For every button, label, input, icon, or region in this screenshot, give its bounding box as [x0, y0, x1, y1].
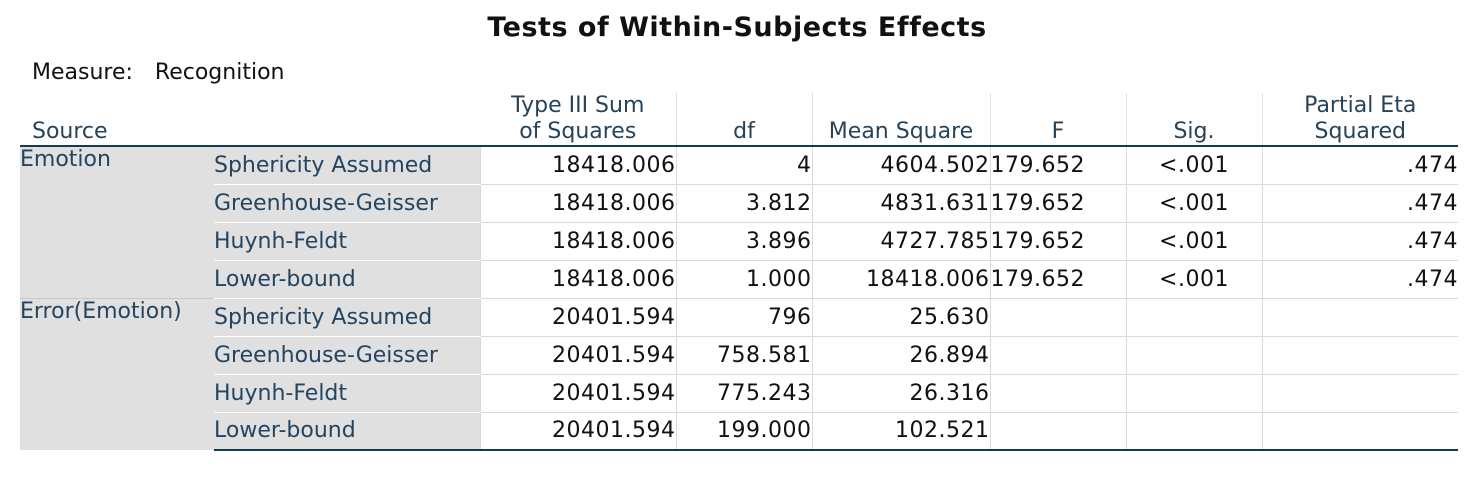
cell-mean-square: 26.894	[811, 336, 990, 375]
cell-sum-of-squares: 20401.594	[479, 297, 676, 337]
measure-caption: Measure: Recognition	[32, 60, 284, 85]
cell-sig	[1125, 336, 1262, 375]
row-correction-label: Sphericity Assumed	[214, 297, 480, 337]
row-correction-label: Huynh-Feldt	[214, 222, 480, 261]
cell-mean-square: 18418.006	[811, 260, 990, 299]
cell-mean-square: 26.316	[811, 374, 990, 413]
cell-f	[989, 297, 1126, 337]
cell-partial-eta-squared	[1261, 297, 1458, 337]
table-row: Emotion Sphericity Assumed 18418.006 4 4604.…	[20, 146, 1458, 298]
cell-sum-of-squares: 18418.006	[479, 260, 676, 299]
cell-mean-square: 25.630	[811, 297, 990, 337]
measure-label: Measure:	[32, 60, 133, 85]
header-eta-line1: Partial Eta	[1304, 93, 1417, 118]
header-ss-line1: Type III Sum	[511, 93, 645, 118]
row-correction-label: Huynh-Feldt	[214, 374, 480, 413]
header-df: df	[675, 93, 812, 147]
row-source-label: Emotion	[20, 146, 214, 298]
measure-value: Recognition	[154, 60, 285, 85]
cell-sig	[1125, 374, 1262, 413]
cell-sig: <.001	[1125, 184, 1262, 223]
header-ss-line2: of Squares	[519, 119, 637, 144]
cell-partial-eta-squared: .474	[1261, 146, 1458, 185]
cell-sum-of-squares: 18418.006	[479, 222, 676, 261]
cell-df: 1.000	[675, 260, 812, 299]
cell-sig: <.001	[1125, 146, 1262, 185]
row-correction-label: Lower-bound	[214, 412, 480, 451]
cell-mean-square: 4831.631	[811, 184, 990, 223]
cell-partial-eta-squared: .474	[1261, 184, 1458, 223]
table-row: Greenhouse-Geisser 20401.594 758.581 26.894	[20, 336, 1458, 375]
cell-sum-of-squares: 20401.594	[479, 336, 676, 375]
cell-f: 179.652	[989, 260, 1126, 299]
cell-f	[989, 412, 1126, 451]
header-eta-line2: Squared	[1314, 119, 1406, 144]
table-row: Greenhouse-Geisser 18418.006 3.812 4831.631…	[20, 184, 1458, 223]
table-row: Lower-bound 18418.006 1.000 18418.006 179.65…	[20, 260, 1458, 299]
cell-mean-square: 102.521	[811, 412, 990, 451]
cell-f	[989, 374, 1126, 413]
cell-partial-eta-squared	[1261, 412, 1458, 451]
header-f: F	[989, 93, 1126, 147]
cell-sig	[1125, 412, 1262, 451]
table-row: Huynh-Feldt 20401.594 775.243 26.316	[20, 374, 1458, 413]
cell-mean-square: 4604.502	[811, 146, 990, 185]
table-row: Huynh-Feldt 18418.006 3.896 4727.785 179.652…	[20, 222, 1458, 261]
cell-df: 796	[675, 297, 812, 337]
row-correction-label: Greenhouse-Geisser	[214, 184, 480, 223]
cell-sum-of-squares: 20401.594	[479, 412, 676, 451]
cell-f: 179.652	[989, 146, 1126, 185]
cell-sum-of-squares: 18418.006	[479, 146, 676, 185]
cell-df: 775.243	[675, 374, 812, 413]
cell-partial-eta-squared	[1261, 336, 1458, 375]
header-sum-of-squares: Type III Sum of Squares	[480, 93, 676, 147]
cell-df: 4	[675, 146, 812, 185]
cell-df: 199.000	[675, 412, 812, 451]
cell-partial-eta-squared	[1261, 374, 1458, 413]
cell-mean-square: 4727.785	[811, 222, 990, 261]
cell-partial-eta-squared: .474	[1261, 222, 1458, 261]
cell-sig: <.001	[1125, 260, 1262, 299]
row-source-label: Error(Emotion)	[20, 297, 214, 450]
header-source: Source	[20, 93, 480, 147]
within-subjects-effects-table: Source Type III Sum of Squares df Mean Sq…	[20, 93, 1458, 451]
header-mean-square: Mean Square	[811, 93, 990, 147]
cell-df: 3.896	[675, 222, 812, 261]
table-title: Tests of Within-Subjects Effects	[487, 12, 987, 43]
cell-sig: <.001	[1125, 222, 1262, 261]
row-correction-label: Greenhouse-Geisser	[214, 336, 480, 375]
cell-sig	[1125, 297, 1262, 337]
header-sig: Sig.	[1125, 93, 1262, 147]
cell-df: 3.812	[675, 184, 812, 223]
cell-sum-of-squares: 20401.594	[479, 374, 676, 413]
table-row: Error(Emotion) Sphericity Assumed 20401.59…	[20, 297, 1458, 450]
row-correction-label: Lower-bound	[214, 260, 480, 299]
row-correction-label: Sphericity Assumed	[214, 146, 480, 185]
header-partial-eta-squared: Partial Eta Squared	[1261, 93, 1458, 147]
cell-sum-of-squares: 18418.006	[479, 184, 676, 223]
cell-df: 758.581	[675, 336, 812, 375]
table-row: Lower-bound 20401.594 199.000 102.521	[20, 412, 1458, 451]
cell-f: 179.652	[989, 184, 1126, 223]
cell-f	[989, 336, 1126, 375]
header-row: Source Type III Sum of Squares df Mean Sq…	[20, 93, 1458, 147]
cell-f: 179.652	[989, 222, 1126, 261]
cell-partial-eta-squared: .474	[1261, 260, 1458, 299]
